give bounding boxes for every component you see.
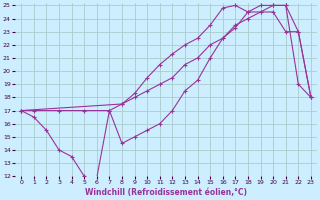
- X-axis label: Windchill (Refroidissement éolien,°C): Windchill (Refroidissement éolien,°C): [85, 188, 247, 197]
